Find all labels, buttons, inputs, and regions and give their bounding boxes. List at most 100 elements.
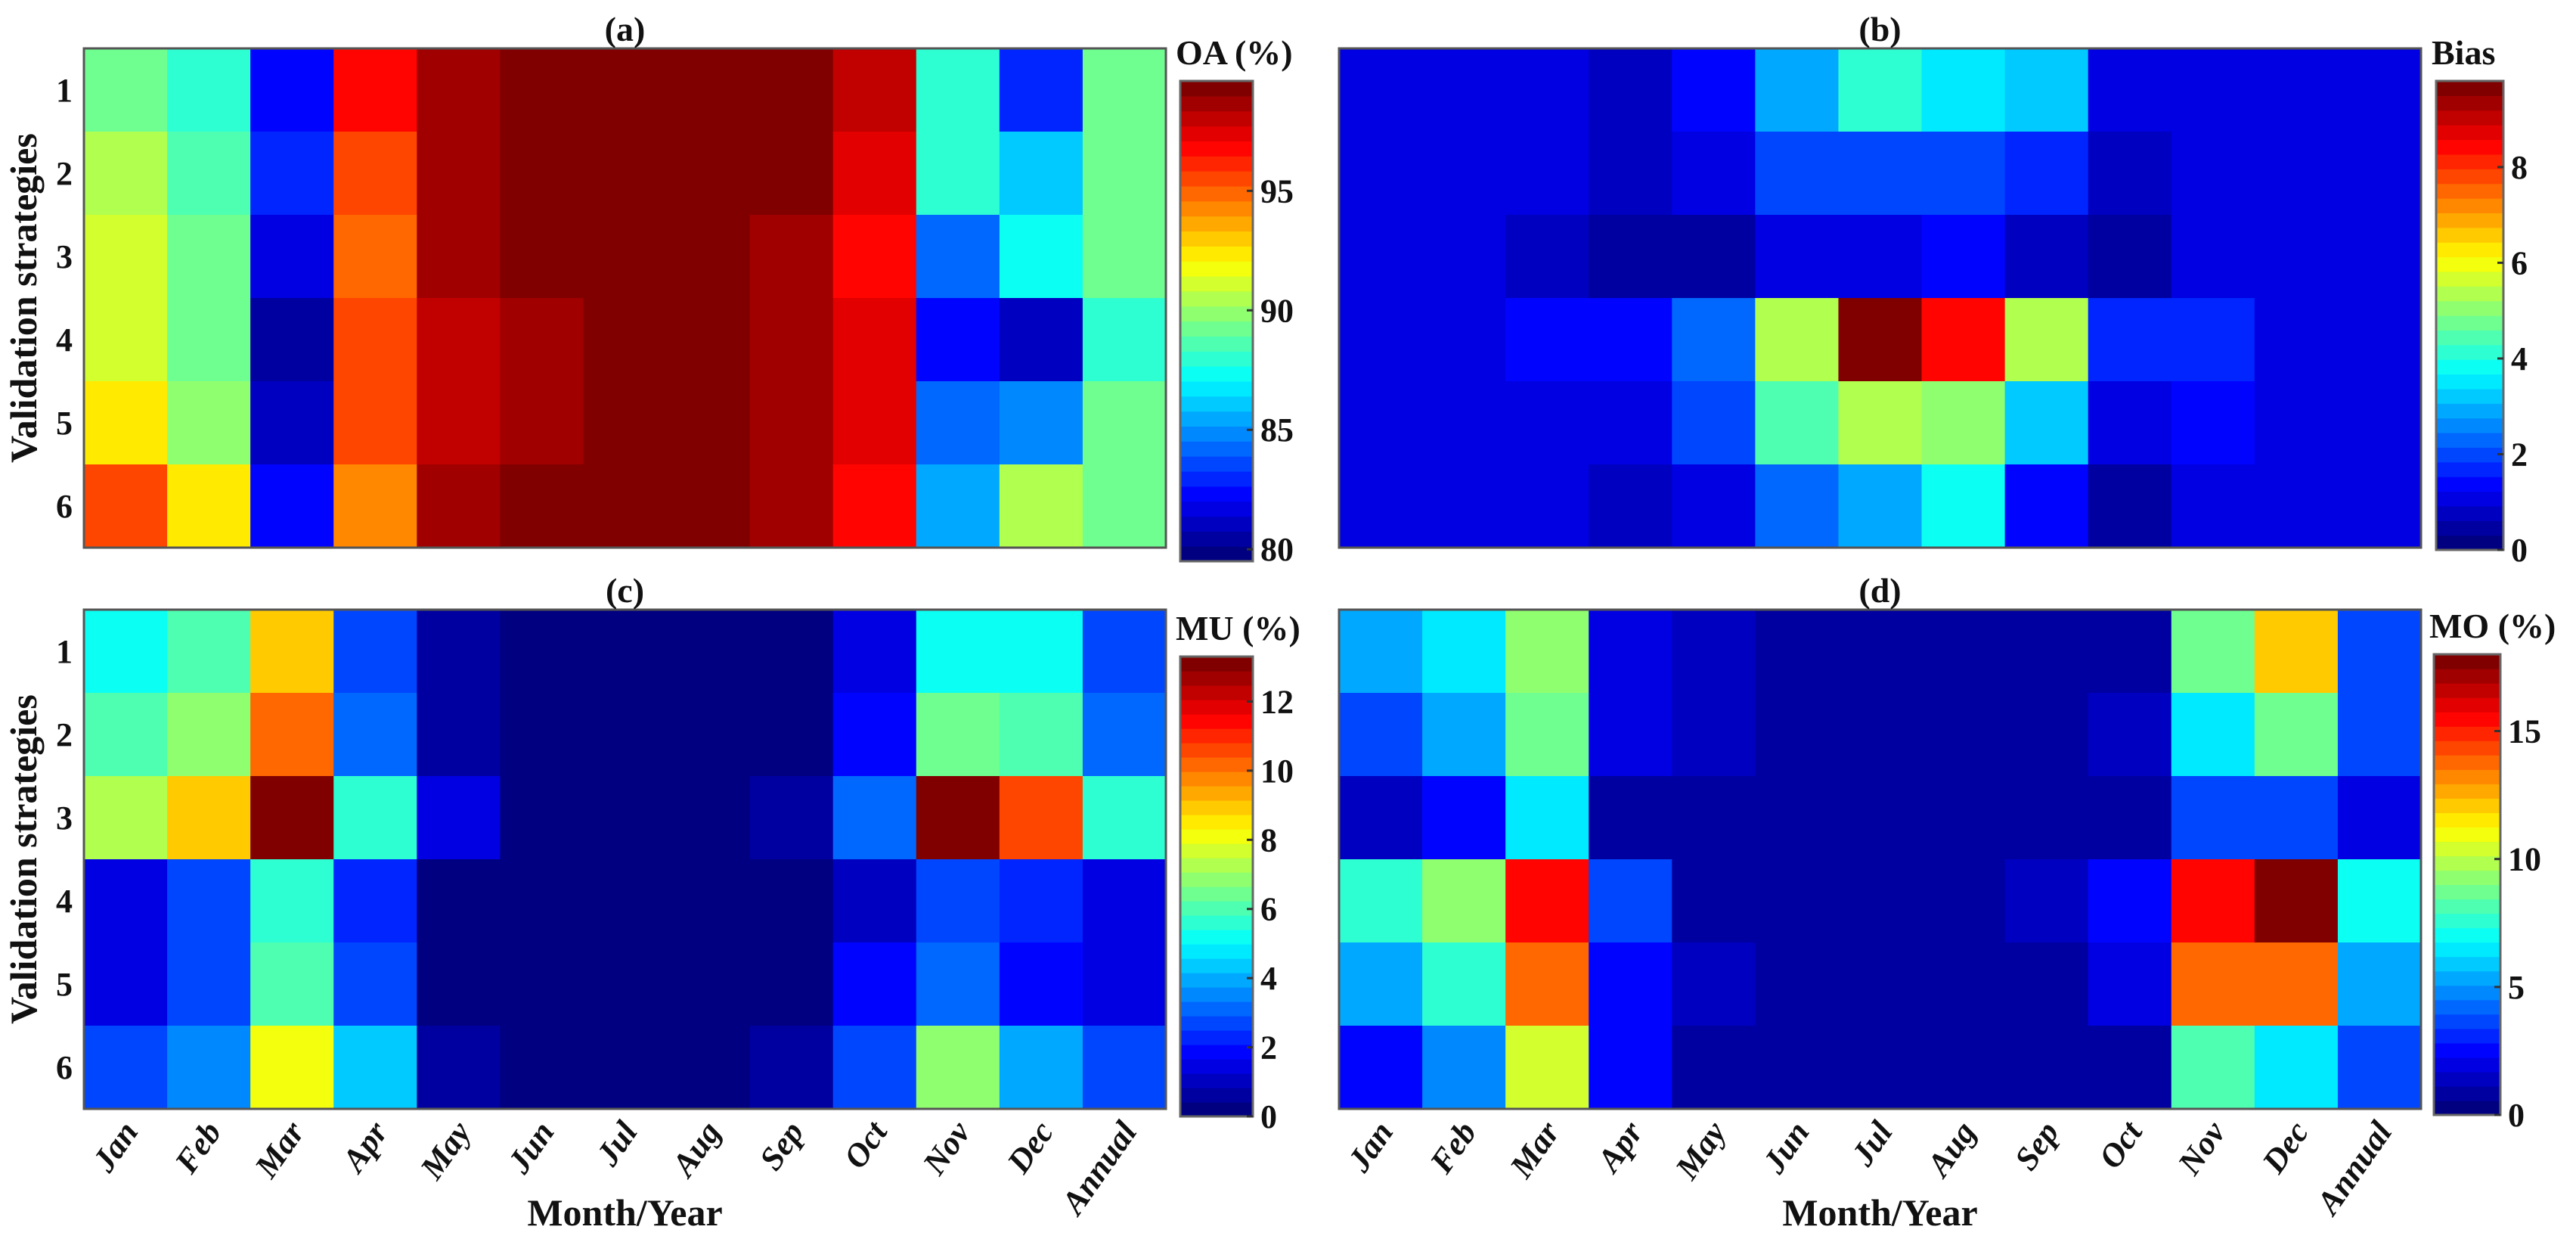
heatmap-cell xyxy=(250,1026,334,1110)
heatmap-cell xyxy=(500,693,584,777)
y-tick-label: 2 xyxy=(56,716,73,753)
y-tick-label: 6 xyxy=(56,1049,73,1086)
heatmap-cell xyxy=(333,48,417,132)
heatmap-cell xyxy=(1921,1026,2006,1110)
y-tick-label: 6 xyxy=(56,488,73,525)
colorbar-step xyxy=(1180,306,1253,322)
heatmap-cell xyxy=(500,132,584,216)
heatmap-cell xyxy=(1921,381,2006,465)
heatmap-cell xyxy=(916,859,1000,943)
heatmap-cell xyxy=(749,859,834,943)
colorbar-step xyxy=(2434,741,2500,756)
heatmap-cell xyxy=(666,776,751,860)
heatmap-cell xyxy=(2337,298,2422,382)
colorbar-step xyxy=(1180,531,1253,547)
heatmap-cell xyxy=(999,464,1083,548)
y-axis-label: Validation strategies xyxy=(2,133,45,463)
heatmap-cell xyxy=(749,215,834,299)
colorbar-label: MO (%) xyxy=(2429,607,2556,645)
heatmap-cell xyxy=(1672,942,1756,1026)
heatmap-cell xyxy=(333,859,417,943)
heatmap-cell xyxy=(1921,132,2006,216)
colorbar-step xyxy=(1180,141,1253,157)
heatmap-cell xyxy=(1755,610,1840,694)
heatmap-cell xyxy=(500,48,584,132)
heatmap-cell xyxy=(2254,693,2339,777)
colorbar-step xyxy=(2436,477,2503,492)
colorbar: MO (%) 0 5 10 15 xyxy=(2429,607,2556,1134)
heatmap-cell xyxy=(1589,942,1672,1026)
heatmap-cell xyxy=(1755,464,1840,548)
heatmap-cell xyxy=(2088,381,2172,465)
heatmap-cell xyxy=(2337,610,2422,694)
heatmap-cell xyxy=(1082,132,1167,216)
heatmap-cell xyxy=(1422,859,1506,943)
heatmap-cell xyxy=(84,464,168,548)
heatmap-cell xyxy=(749,298,834,382)
heatmap-cell xyxy=(250,610,334,694)
heatmap-cell xyxy=(2088,610,2172,694)
heatmap-cell xyxy=(2004,859,2089,943)
heatmap-panel-a: (a) OA (%) 80 85 90 95 1 2 3 4 5 6 Validation strate… xyxy=(2,10,1294,568)
colorbar-step xyxy=(2434,827,2500,843)
colorbar-step xyxy=(1180,275,1253,292)
heatmap-cell xyxy=(2337,215,2422,299)
colorbar-step xyxy=(1180,757,1253,772)
heatmap-cell xyxy=(2254,776,2339,860)
heatmap-cell xyxy=(1505,1026,1589,1110)
heatmap-cell xyxy=(1672,298,1756,382)
colorbar-step xyxy=(1180,216,1253,232)
colorbar-step xyxy=(2434,899,2500,914)
heatmap-cell xyxy=(666,693,751,777)
heatmap-cell xyxy=(1755,1026,1840,1110)
heatmap-panel-d: (d) MO (%) 0 5 10 15 Jan Feb Mar Apr May Jun Jul Aug S… xyxy=(1338,571,2556,1234)
heatmap-cell xyxy=(749,693,834,777)
colorbar-step xyxy=(2434,870,2500,886)
heatmap-cell xyxy=(666,215,751,299)
heatmap-cell xyxy=(2254,132,2339,216)
heatmap-cell xyxy=(1082,215,1167,299)
heatmap-cell xyxy=(1589,132,1672,216)
heatmap-cell xyxy=(2171,298,2255,382)
heatmap-cell xyxy=(832,693,917,777)
y-tick-label: 4 xyxy=(56,321,73,359)
colorbar-step xyxy=(1180,685,1253,700)
heatmap-cell xyxy=(417,776,501,860)
heatmap-cell xyxy=(84,48,168,132)
heatmap-cell xyxy=(2171,776,2255,860)
heatmap-cell xyxy=(666,610,751,694)
heatmap-cell xyxy=(1339,610,1423,694)
x-tick-label: Jun xyxy=(500,1115,561,1181)
heatmap-cell xyxy=(1755,776,1840,860)
heatmap-cell xyxy=(1422,381,1506,465)
heatmap-cell xyxy=(84,776,168,860)
heatmap-cell xyxy=(1589,610,1672,694)
heatmap-cell xyxy=(1755,381,1840,465)
colorbar-step xyxy=(1180,81,1253,97)
heatmap-cell xyxy=(583,215,668,299)
heatmap-cell xyxy=(2254,381,2339,465)
colorbar-step xyxy=(1180,110,1253,127)
colorbar-step xyxy=(2434,712,2500,727)
heatmap-cell xyxy=(999,1026,1083,1110)
heatmap-cell xyxy=(1755,215,1840,299)
heatmap-cell xyxy=(500,942,584,1026)
heatmap-cell xyxy=(1422,693,1506,777)
panel-title: (c) xyxy=(606,571,644,610)
heatmap-cell xyxy=(1838,942,1923,1026)
heatmap-cell xyxy=(999,859,1083,943)
heatmap-cell xyxy=(832,215,917,299)
heatmap-cell xyxy=(2171,464,2255,548)
colorbar-tick-label: 2 xyxy=(1260,1029,1277,1067)
heatmap-cell xyxy=(999,48,1083,132)
heatmap-cell xyxy=(1339,215,1423,299)
colorbar-step xyxy=(1180,336,1253,352)
heatmap-cell xyxy=(1339,298,1423,382)
colorbar-step xyxy=(1180,930,1253,945)
colorbar-step xyxy=(2436,461,2503,477)
colorbar-tick-label: 8 xyxy=(1260,821,1277,859)
heatmap-cell xyxy=(333,776,417,860)
colorbar-step xyxy=(1180,411,1253,427)
heatmap-cell xyxy=(417,298,501,382)
colorbar-step xyxy=(2434,784,2500,799)
